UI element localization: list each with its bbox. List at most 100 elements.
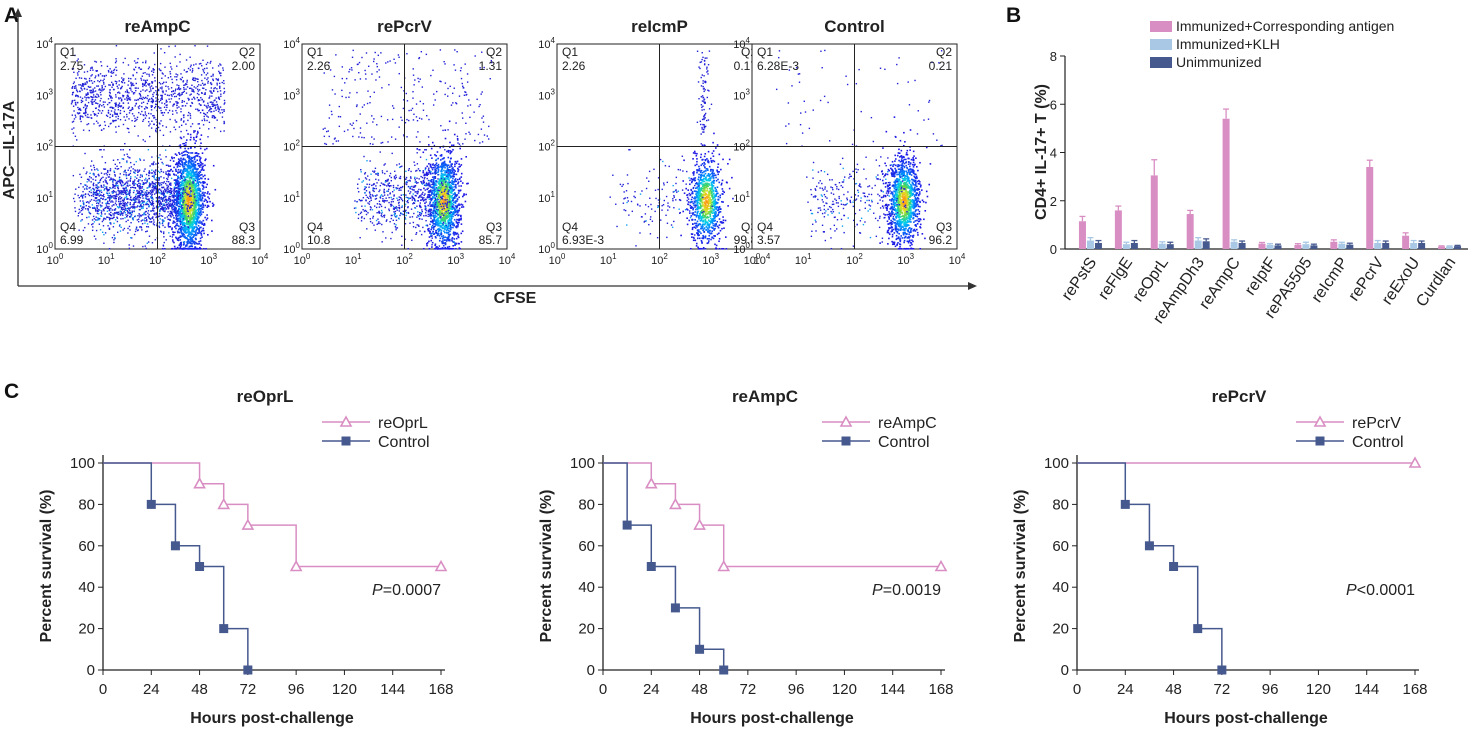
flow-event — [188, 172, 190, 174]
flow-event — [144, 82, 147, 84]
flow-event — [75, 104, 77, 106]
flow-event — [460, 218, 462, 221]
flow-event — [123, 154, 126, 156]
flow-event — [198, 195, 201, 197]
flow-event — [100, 206, 102, 208]
flow-event — [130, 221, 132, 224]
flow-event — [94, 197, 97, 199]
flow-event — [124, 191, 126, 194]
flow-event — [212, 205, 214, 207]
flow-event — [194, 167, 197, 170]
flow-event — [155, 206, 158, 208]
flow-event — [142, 101, 145, 103]
flow-event — [187, 193, 190, 196]
flow-event — [97, 109, 100, 111]
flow-event — [155, 197, 158, 199]
flow-event — [162, 163, 164, 165]
flow-event — [121, 214, 124, 216]
flow-event — [84, 108, 87, 110]
flow-event — [185, 228, 187, 230]
flow-event — [106, 183, 109, 185]
flow-event — [159, 154, 161, 156]
flow-event — [129, 196, 132, 199]
flow-event — [95, 194, 98, 196]
flow-event — [168, 195, 171, 198]
flow-event — [180, 119, 182, 121]
flow-event — [194, 233, 197, 235]
flow-event — [130, 212, 133, 214]
flow-event — [158, 177, 160, 180]
flow-event — [201, 197, 204, 200]
flow-event — [123, 187, 126, 190]
flow-event — [136, 192, 139, 195]
flow-event — [125, 172, 127, 174]
flow-event — [202, 211, 204, 213]
flow-event — [195, 155, 197, 157]
flow-event — [212, 204, 215, 206]
flow-event — [114, 175, 116, 177]
flow-event — [214, 106, 217, 109]
flow-event — [452, 226, 454, 229]
flow-event — [429, 214, 431, 216]
flow-event — [155, 170, 157, 172]
flow-event — [178, 88, 181, 91]
flow-event — [79, 90, 81, 92]
flow-event — [133, 203, 135, 205]
flow-event — [119, 210, 122, 213]
flow-event — [213, 117, 216, 119]
flow-event — [132, 245, 135, 247]
flow-event — [80, 182, 82, 185]
flow-event — [113, 111, 116, 113]
flow-event — [453, 133, 456, 136]
flow-event — [430, 194, 432, 196]
flow-event — [140, 95, 142, 97]
flow-event — [193, 172, 196, 174]
flow-event — [184, 150, 186, 153]
flow-event — [96, 85, 98, 87]
flow-event — [155, 188, 158, 191]
flow-event — [188, 221, 191, 224]
flow-event — [182, 232, 185, 235]
flow-event — [157, 206, 160, 208]
flow-event — [444, 171, 446, 174]
flow-event — [91, 101, 93, 104]
flow-event — [194, 199, 197, 201]
flow-event — [441, 187, 443, 190]
flow-event — [148, 221, 151, 223]
flow-event — [446, 185, 449, 188]
flow-event — [180, 124, 183, 127]
flow-event — [215, 109, 217, 111]
flow-event — [137, 220, 140, 223]
flow-event — [206, 115, 208, 117]
flow-event — [181, 196, 184, 198]
flow-event — [186, 168, 189, 170]
flow-event — [187, 238, 189, 241]
flow-event — [110, 97, 112, 99]
flow-event — [121, 185, 123, 187]
flow-event — [179, 206, 182, 209]
flow-event — [185, 59, 188, 61]
flow-event — [192, 235, 195, 238]
flow-event — [122, 61, 125, 64]
flow-event — [132, 219, 135, 221]
flow-event — [140, 189, 142, 192]
flow-event — [150, 100, 152, 103]
flow-event — [71, 87, 73, 89]
flow-event — [180, 215, 182, 217]
flow-event — [142, 182, 145, 184]
flow-event — [154, 80, 156, 82]
flow-event — [143, 193, 146, 195]
flow-event — [153, 193, 156, 195]
flow-event — [113, 170, 115, 172]
flow-event — [151, 191, 153, 193]
flow-event — [456, 194, 459, 196]
flow-event — [193, 217, 196, 219]
flow-event — [186, 179, 189, 182]
flow-event — [73, 87, 76, 89]
flow-event — [203, 115, 205, 118]
flow-event — [214, 188, 217, 191]
flow-event — [190, 176, 193, 178]
flow-event — [184, 84, 186, 86]
flow-event — [133, 201, 135, 204]
flow-event — [175, 109, 177, 112]
